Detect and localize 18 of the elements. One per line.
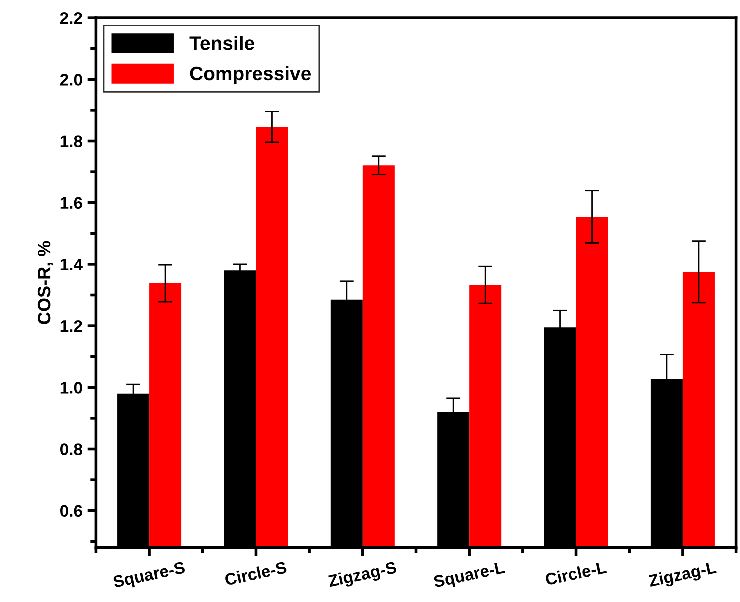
y-tick-label: 1.8 bbox=[60, 136, 82, 148]
y-tick-label: 1.4 bbox=[60, 259, 83, 270]
x-tick-label: Zigzag-S bbox=[328, 561, 398, 591]
y-tick-label: 0.6 bbox=[60, 505, 82, 518]
x-tick-label: Zigzag-L bbox=[648, 561, 718, 590]
y-tick-label: 1.2 bbox=[60, 320, 82, 332]
x-tick-label: Square-L bbox=[433, 562, 506, 592]
x-tick-label: Circle-S bbox=[224, 561, 288, 586]
y-tick-label: 1.6 bbox=[60, 197, 82, 210]
y-tick-label: 2.0 bbox=[60, 74, 82, 86]
x-tick-label: Circle-L bbox=[544, 561, 608, 586]
legend-label: Compressive bbox=[190, 66, 311, 84]
y-tick-label: 1.0 bbox=[60, 382, 82, 394]
y-tick-label: 0.8 bbox=[60, 444, 82, 456]
y-tick-label: 2.2 bbox=[60, 12, 82, 24]
y-axis-title: COS-R, % bbox=[38, 241, 54, 324]
x-tick-label: Square-S bbox=[112, 562, 186, 592]
legend-label: Tensile bbox=[190, 36, 254, 50]
